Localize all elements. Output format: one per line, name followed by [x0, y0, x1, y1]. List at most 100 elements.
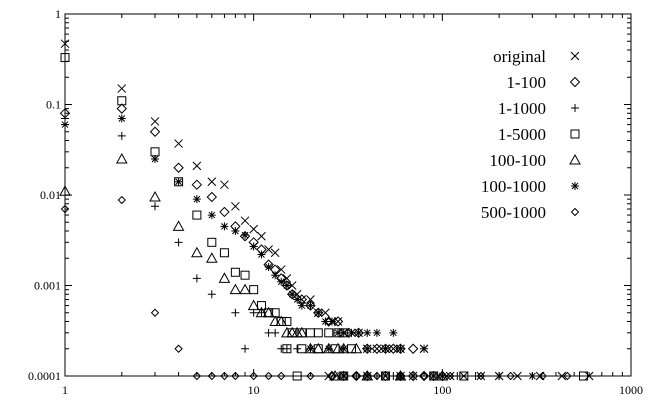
- data-point: [249, 242, 258, 251]
- data-point: [117, 96, 127, 106]
- data-point: [563, 371, 572, 381]
- data-point: [192, 274, 201, 283]
- data-point: [117, 84, 127, 93]
- data-point: [372, 328, 381, 337]
- data-point: [288, 290, 297, 299]
- data-point: [372, 371, 382, 381]
- data-point: [275, 315, 288, 327]
- data-point: [332, 316, 344, 327]
- legend-label: 1-100: [506, 73, 546, 92]
- data-point: [276, 265, 286, 274]
- x-tick-label: 10: [248, 383, 260, 397]
- data-point: [347, 328, 356, 337]
- data-point: [207, 211, 216, 220]
- data-point: [388, 344, 398, 354]
- data-point: [220, 371, 229, 381]
- data-point: [229, 283, 242, 295]
- data-point: [418, 370, 430, 382]
- data-point: [277, 371, 286, 381]
- data-point: [313, 307, 324, 318]
- data-point: [231, 371, 240, 381]
- legend-marker: [570, 129, 580, 139]
- legend-marker: [569, 153, 581, 165]
- data-point: [115, 152, 128, 164]
- data-point: [312, 342, 325, 354]
- data-point: [241, 231, 250, 240]
- data-point: [419, 371, 429, 381]
- data-point: [149, 190, 161, 202]
- data-point: [220, 180, 229, 190]
- data-point: [257, 231, 266, 241]
- data-point: [295, 326, 308, 338]
- data-point: [363, 328, 372, 337]
- data-point: [207, 371, 217, 381]
- plot-points: [59, 39, 594, 382]
- data-point: [362, 343, 373, 354]
- data-point: [306, 301, 315, 310]
- y-tick-label: 0.01: [40, 188, 61, 202]
- data-point: [282, 281, 291, 290]
- data-point: [150, 147, 160, 157]
- data-point: [231, 227, 240, 236]
- y-tick-label: 0.0001: [28, 369, 61, 383]
- legend-marker: [571, 182, 579, 190]
- data-point: [407, 343, 419, 354]
- data-point: [117, 195, 127, 205]
- x-tick-label: 100: [433, 383, 451, 397]
- data-point: [306, 344, 315, 353]
- legend-label: 500-1000: [481, 203, 546, 222]
- data-point: [306, 295, 315, 304]
- data-point: [151, 154, 160, 163]
- series-1-100: [59, 103, 448, 382]
- data-point: [192, 210, 202, 220]
- data-point: [334, 328, 343, 337]
- series-100-100: [59, 152, 449, 381]
- data-point: [293, 344, 302, 353]
- series-500-1000: [60, 195, 572, 381]
- data-point: [476, 371, 486, 381]
- data-point: [282, 317, 292, 327]
- data-point: [249, 371, 258, 381]
- series-100-1000: [61, 114, 537, 380]
- data-point: [305, 300, 316, 311]
- data-point: [420, 344, 429, 353]
- data-point: [116, 103, 128, 114]
- data-point: [297, 301, 306, 310]
- data-point: [321, 308, 330, 318]
- data-point: [395, 343, 406, 354]
- y-tick-label: 0.1: [46, 98, 61, 112]
- data-point: [231, 308, 240, 317]
- data-point: [538, 371, 547, 381]
- data-point: [353, 327, 364, 339]
- data-point: [151, 202, 160, 211]
- data-point: [117, 114, 126, 123]
- data-point: [256, 301, 266, 311]
- data-point: [207, 177, 217, 187]
- data-point: [240, 216, 250, 226]
- legend-label: 100-100: [489, 151, 546, 170]
- data-point: [257, 250, 266, 259]
- data-point: [306, 371, 315, 381]
- data-point: [277, 277, 286, 286]
- data-point: [247, 299, 260, 311]
- data-point: [230, 267, 240, 277]
- legend-marker: [570, 207, 580, 217]
- data-point: [327, 371, 337, 381]
- data-point: [324, 328, 334, 338]
- x-tick-label: 1: [62, 383, 68, 397]
- data-point: [255, 306, 268, 318]
- data-point: [270, 248, 280, 258]
- x-tick-label: 1000: [619, 383, 643, 397]
- data-point: [445, 371, 455, 381]
- legend-marker: [569, 76, 581, 88]
- data-point: [231, 201, 240, 211]
- data-point: [339, 344, 348, 353]
- data-point: [249, 285, 259, 295]
- data-point: [192, 371, 202, 381]
- data-point: [363, 344, 372, 353]
- legend-marker: [570, 51, 580, 61]
- data-point: [313, 328, 323, 338]
- data-point: [191, 246, 203, 258]
- data-point: [205, 252, 218, 263]
- data-point: [241, 344, 250, 353]
